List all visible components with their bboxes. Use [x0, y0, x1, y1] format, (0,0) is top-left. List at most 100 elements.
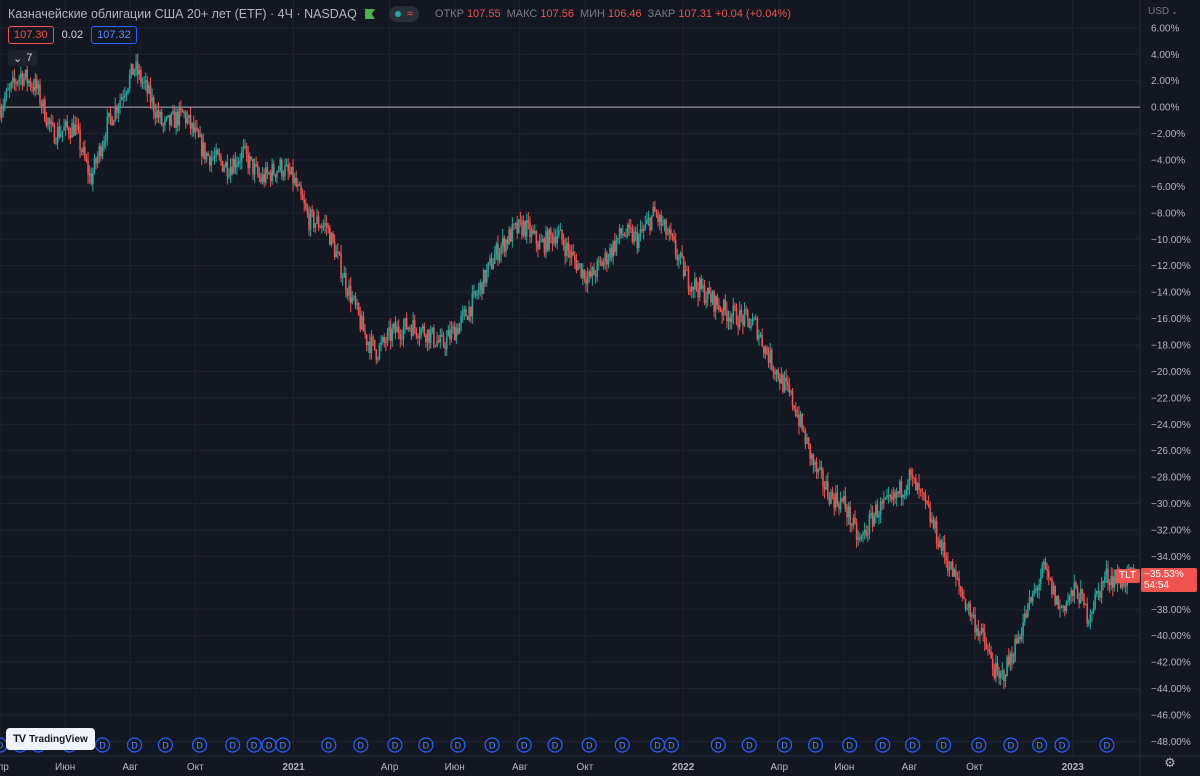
candle-body — [268, 172, 270, 174]
dividend-marker[interactable] — [875, 737, 891, 753]
candle-body — [345, 273, 347, 291]
candle-body — [282, 175, 285, 177]
candle-body — [607, 259, 610, 265]
candle-body — [793, 405, 795, 409]
candle-body — [207, 153, 209, 156]
candle-body — [53, 124, 56, 144]
candle-body — [393, 323, 395, 330]
candle-body — [313, 211, 315, 228]
candle-body — [404, 318, 406, 327]
dividend-marker-label: D — [358, 741, 365, 751]
dividend-marker[interactable] — [710, 737, 726, 753]
candle-body — [335, 251, 338, 258]
dividend-marker[interactable] — [776, 737, 793, 753]
dividend-marker[interactable] — [1032, 737, 1048, 753]
dividend-marker[interactable] — [741, 737, 757, 753]
tradingview-logo[interactable]: TV TradingView — [6, 728, 95, 750]
dividend-marker[interactable] — [387, 737, 403, 753]
candle-body — [285, 164, 288, 166]
candle-body — [1038, 584, 1040, 590]
candle-body — [1049, 578, 1052, 580]
dividend-marker[interactable] — [1054, 737, 1070, 753]
dividend-marker-label: D — [715, 741, 722, 751]
sell-button[interactable]: 107.30 — [8, 26, 54, 44]
ohlc-label: ОТКР — [434, 8, 464, 20]
dividend-marker[interactable] — [1003, 737, 1019, 753]
candle-body — [569, 250, 571, 258]
candle-body — [1051, 578, 1053, 595]
dividend-marker[interactable] — [126, 737, 143, 753]
candle-body — [673, 236, 675, 241]
dividend-marker[interactable] — [157, 737, 174, 753]
candle-body — [216, 149, 219, 155]
dividend-marker[interactable] — [614, 737, 630, 753]
candle-body — [477, 288, 480, 295]
candle-body — [327, 226, 330, 228]
candle-body — [770, 349, 773, 369]
candle-body — [921, 490, 924, 493]
currency-selector[interactable]: USD ⌄ — [1148, 6, 1178, 17]
dividend-marker[interactable] — [842, 737, 858, 753]
candle-body — [1086, 603, 1088, 624]
buy-button[interactable]: 107.32 — [91, 26, 137, 44]
dividend-marker[interactable] — [807, 737, 824, 753]
dividend-marker[interactable] — [225, 737, 241, 753]
candle-body — [29, 80, 32, 88]
dividend-marker[interactable] — [905, 737, 921, 753]
dividend-marker[interactable] — [418, 737, 434, 753]
price-tick-label: −14.00% — [1151, 288, 1191, 299]
dividend-marker[interactable] — [547, 737, 563, 753]
candle-body — [854, 517, 856, 523]
dividend-marker[interactable] — [581, 737, 597, 753]
candle-body — [599, 260, 602, 262]
candle-body — [585, 279, 587, 285]
status-pill[interactable]: ≈ — [388, 6, 419, 22]
candle-body — [943, 542, 946, 556]
candle-body — [92, 172, 94, 185]
candle-body — [258, 174, 261, 178]
candle-body — [710, 293, 712, 303]
candle-body — [862, 532, 864, 536]
candle-body — [665, 219, 667, 235]
ohlc-value: 106.46 — [608, 8, 642, 20]
candle-body — [671, 234, 674, 237]
dividend-marker-label: D — [162, 741, 169, 751]
gear-icon[interactable]: ⚙ — [1164, 755, 1176, 770]
dividend-marker-label: D — [781, 741, 788, 751]
symbol-legend: Казначейские облигации США 20+ лет (ETF)… — [8, 6, 791, 22]
symbol-price-tag: TLT — [1115, 569, 1141, 583]
candle-body — [405, 318, 408, 330]
flag-icon[interactable] — [364, 9, 375, 19]
candle-body — [148, 85, 150, 94]
candle-body — [485, 269, 488, 283]
dividend-marker[interactable] — [516, 737, 532, 753]
dividend-marker[interactable] — [935, 737, 952, 753]
dividend-marker[interactable] — [450, 737, 466, 753]
candle-body — [84, 146, 86, 158]
dividend-marker[interactable] — [971, 737, 987, 753]
candle-body — [205, 153, 208, 160]
candle-body — [381, 337, 384, 343]
candle-body — [847, 506, 850, 518]
candle-body — [385, 341, 387, 344]
candle-body — [956, 577, 959, 579]
dividend-marker[interactable] — [353, 737, 369, 753]
dividend-marker[interactable] — [275, 737, 291, 753]
candle-body — [325, 222, 328, 227]
symbol-title[interactable]: Казначейские облигации США 20+ лет (ETF)… — [8, 7, 357, 21]
dividend-marker[interactable] — [321, 737, 337, 753]
candle-body — [1059, 606, 1061, 609]
indicators-toggle[interactable]: ⌄ 7 — [8, 50, 38, 66]
dividend-marker[interactable] — [1099, 737, 1115, 753]
dividend-marker[interactable] — [484, 737, 500, 753]
dividend-marker[interactable] — [94, 737, 111, 753]
dividend-marker[interactable] — [663, 737, 680, 753]
dividend-marker[interactable] — [192, 737, 208, 753]
candle-body — [98, 146, 101, 157]
dividend-marker[interactable] — [246, 737, 262, 753]
candle-body — [77, 125, 80, 130]
candle-body — [431, 327, 434, 332]
candle-body — [582, 269, 584, 278]
